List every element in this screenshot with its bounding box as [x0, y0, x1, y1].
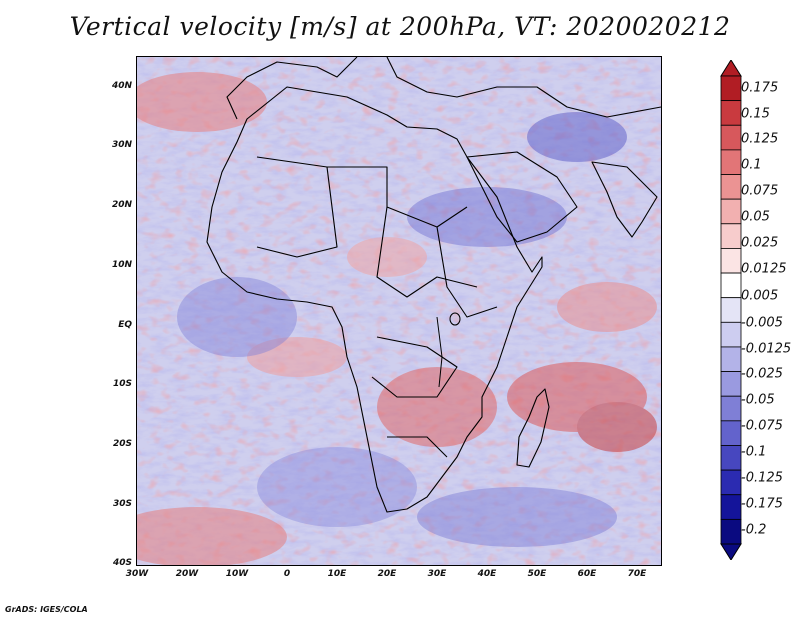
colorbar-label: -0.075	[741, 418, 783, 434]
colorbar-swatch	[720, 272, 742, 299]
colorbar-label: -0.1	[741, 444, 767, 460]
colorbar	[720, 60, 742, 560]
lon-tick-label: 70E	[627, 569, 647, 579]
lon-tick-label: 30E	[427, 569, 447, 579]
colorbar-label: 0.075	[741, 183, 779, 199]
lat-tick-label: 20N	[111, 200, 132, 210]
lon-tick-label: 20W	[175, 569, 199, 579]
colorbar-swatch	[720, 174, 742, 200]
lat-tick-label: 40N	[111, 81, 132, 91]
credit-text: GrADS: IGES/COLA	[5, 605, 88, 614]
lon-tick-label: 10W	[225, 569, 249, 579]
lat-tick-label: 20S	[112, 439, 132, 449]
lat-tick-label: 30N	[111, 140, 132, 150]
colorbar-swatch	[720, 100, 742, 126]
map-plot-area	[136, 56, 662, 566]
colorbar-swatch	[720, 75, 742, 102]
colorbar-label: -0.005	[741, 315, 783, 331]
colorbar-top-arrow	[720, 60, 742, 77]
colorbar-swatch	[720, 395, 742, 422]
colorbar-label: 0.0125	[741, 261, 787, 277]
colorbar-swatch	[720, 346, 742, 372]
colorbar-label: -0.0125	[741, 341, 792, 357]
colorbar-label: -0.125	[741, 470, 783, 486]
colorbar-bottom-arrow	[720, 543, 742, 560]
lat-tick-label: 40S	[112, 558, 132, 568]
lat-tick-label: 10N	[111, 260, 132, 270]
colorbar-swatch	[720, 124, 742, 151]
lon-tick-label: 20E	[377, 569, 397, 579]
colorbar-swatch	[720, 321, 742, 348]
colorbar-label: 0.005	[741, 288, 779, 304]
lon-tick-label: 0	[283, 569, 291, 579]
lat-tick-label: 10S	[112, 379, 132, 389]
colorbar-swatch	[720, 248, 742, 274]
colorbar-label: -0.05	[741, 392, 775, 408]
colorbar-swatch	[720, 297, 742, 323]
colorbar-label: 0.05	[741, 209, 770, 225]
colorbar-label: 0.025	[741, 235, 779, 251]
lon-tick-label: 50E	[527, 569, 547, 579]
colorbar-label: -0.2	[741, 522, 767, 538]
lakes	[436, 312, 461, 388]
colorbar-label: -0.175	[741, 496, 783, 512]
colorbar-swatch	[720, 494, 742, 520]
colorbar-label: 0.125	[741, 131, 779, 147]
coastlines	[206, 57, 661, 513]
colorbar-swatch	[720, 518, 742, 545]
lat-tick-label: EQ	[118, 320, 132, 330]
colorbar-swatch	[720, 198, 742, 225]
colorbar-swatch	[720, 469, 742, 496]
colorbar-swatch	[720, 223, 742, 249]
lon-tick-label: 30W	[125, 569, 149, 579]
ascent-regions	[137, 72, 657, 565]
colorbar-label: -0.025	[741, 366, 783, 382]
colorbar-label: 0.15	[741, 106, 770, 122]
colorbar-swatch	[720, 445, 742, 471]
vertical-velocity-field	[137, 57, 661, 565]
lon-tick-label: 40E	[477, 569, 497, 579]
colorbar-swatch	[720, 371, 742, 397]
lon-tick-label: 10E	[327, 569, 347, 579]
lon-tick-label: 60E	[577, 569, 597, 579]
lat-tick-label: 30S	[112, 499, 132, 509]
colorbar-label: 0.175	[741, 80, 779, 96]
map-title: Vertical velocity [m/s] at 200hPa, VT: 2…	[69, 12, 731, 41]
colorbar-swatch	[720, 149, 742, 175]
colorbar-label: 0.1	[741, 157, 762, 173]
colorbar-swatch	[720, 420, 742, 446]
